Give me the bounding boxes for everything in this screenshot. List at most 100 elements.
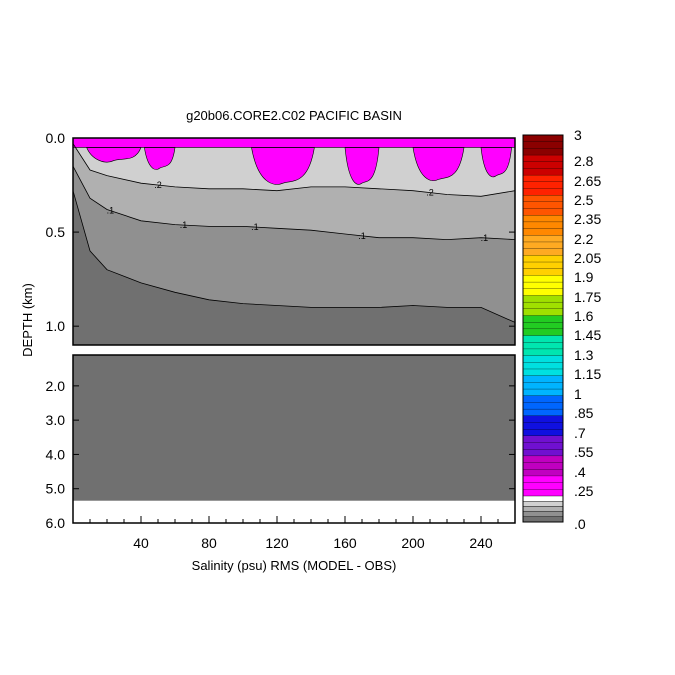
high-rms-patch (480, 147, 512, 178)
upper-y-axis: 0.0 0.5 1.0 (46, 130, 515, 334)
colorbar-cell (522, 261, 564, 270)
colorbar-label: 1.3 (574, 347, 594, 363)
contour-label: .2 (154, 180, 162, 190)
y-tick-label: 6.0 (46, 515, 66, 531)
colorbar-cell (522, 348, 564, 357)
colorbar-cell (522, 449, 564, 457)
colorbar-cell (522, 375, 564, 383)
colorbar-cell (522, 195, 564, 203)
lower-panel-background (73, 355, 515, 523)
contour-line-rms-0-05 (72, 190, 516, 323)
colorbar-cell (522, 134, 564, 143)
sea-floor-region (73, 500, 515, 523)
colorbar-cell (522, 295, 564, 303)
colorbar-label: 1.45 (574, 327, 601, 343)
colorbar-cell (522, 455, 564, 464)
colorbar-cell (522, 368, 564, 377)
colorbar-cell (522, 228, 564, 236)
contour-line-rms-0-2 (72, 143, 516, 197)
y-tick-label: 0.5 (46, 224, 66, 240)
colorbar-labels: 3 2.8 2.65 2.5 2.35 2.2 2.05 1.9 1.75 1.6 1.45 1.3 1… (574, 127, 601, 532)
colorbar-cell (522, 315, 564, 323)
x-tick-label: 160 (333, 535, 357, 551)
y-tick-label: 2.0 (46, 378, 66, 394)
colorbar-cell (522, 328, 564, 337)
colorbar-label: 1.6 (574, 308, 594, 324)
colorbar-cell (522, 181, 564, 189)
contour-label: .1 (180, 220, 188, 230)
colorbar-cell (522, 506, 564, 512)
colorbar-cell (522, 415, 564, 423)
x-axis: 40 80 120 160 200 240 (89, 516, 499, 551)
upper-contour-labels: .1 .1 .1 .1 .1 .2 .2 (107, 180, 489, 243)
colorbar-cell (522, 511, 564, 518)
colorbar-cell (522, 208, 564, 216)
y-tick-label: 4.0 (46, 446, 66, 462)
colorbar-label: 2.35 (574, 211, 601, 227)
colorbar-cell (522, 388, 564, 397)
colorbar-label: 2.5 (574, 192, 594, 208)
colorbar-cell (522, 462, 564, 470)
colorbar-cell (522, 442, 564, 450)
colorbar-cell (522, 148, 564, 156)
y-tick-label: 1.0 (46, 318, 66, 334)
colorbar-cell (522, 362, 564, 370)
colorbar-cell (522, 288, 564, 296)
colorbar-cell (522, 201, 564, 209)
upper-contour-lines (72, 143, 516, 323)
lower-y-axis: 2.0 3.0 4.0 5.0 6.0 (46, 378, 515, 531)
colorbar-cell (522, 275, 564, 283)
colorbar-cell (522, 335, 564, 343)
colorbar-cell (522, 248, 564, 256)
chart-title: g20b06.CORE2.C02 PACIFIC BASIN (186, 108, 402, 123)
colorbar-label: .85 (574, 405, 594, 421)
colorbar-cell (522, 268, 564, 276)
colorbar-cell (522, 322, 564, 330)
high-rms-patch (344, 147, 380, 185)
colorbar-label: 2.2 (574, 231, 594, 247)
colorbar-label: 2.8 (574, 153, 594, 169)
colorbar-cell (522, 281, 564, 290)
colorbar-label: .55 (574, 444, 594, 460)
colorbar-cell (522, 482, 564, 490)
colorbar-label: .0 (574, 516, 586, 532)
colorbar-cell (522, 174, 564, 183)
colorbar-cell (522, 141, 564, 149)
colorbar-cell (522, 435, 564, 443)
y-tick-label: 5.0 (46, 481, 66, 497)
upper-panel-frame (72, 137, 516, 346)
colorbar-cell (522, 475, 564, 484)
colorbar-cell (522, 241, 564, 250)
lower-panel: 2.0 3.0 4.0 5.0 6.0 40 80 120 160 200 240 (46, 354, 516, 551)
colorbar-label: .4 (574, 464, 586, 480)
contour-label: .1 (251, 222, 259, 232)
colorbar-cell (522, 355, 564, 363)
colorbar-cell (522, 308, 564, 316)
colorbar-cell (522, 255, 564, 263)
high-rms-surface-band (73, 138, 515, 148)
x-tick-label: 40 (133, 535, 149, 551)
colorbar-label: 2.65 (574, 173, 601, 189)
high-rms-patch (144, 147, 176, 170)
colorbar-label: .7 (574, 425, 586, 441)
x-tick-label: 240 (469, 535, 493, 551)
colorbar-cell (522, 342, 564, 350)
y-axis-label: DEPTH (km) (20, 283, 35, 357)
upper-contour-fills (73, 138, 515, 323)
x-tick-label: 120 (265, 535, 289, 551)
contour-line-rms-0-1 (72, 166, 516, 241)
high-rms-patch (412, 147, 465, 181)
x-axis-label: Salinity (psu) RMS (MODEL - OBS) (192, 558, 397, 573)
colorbar-cell (522, 235, 564, 243)
colorbar-label: .25 (574, 483, 594, 499)
x-tick-label: 200 (401, 535, 425, 551)
colorbar-label: 3 (574, 127, 582, 143)
colorbar-cell (522, 516, 564, 523)
contour-label: .1 (481, 233, 489, 243)
colorbar-cell (522, 215, 564, 223)
colorbar-cell (522, 161, 564, 169)
colorbar-cells (522, 134, 564, 523)
colorbar-cell (522, 428, 564, 437)
y-tick-label: 0.0 (46, 130, 66, 146)
